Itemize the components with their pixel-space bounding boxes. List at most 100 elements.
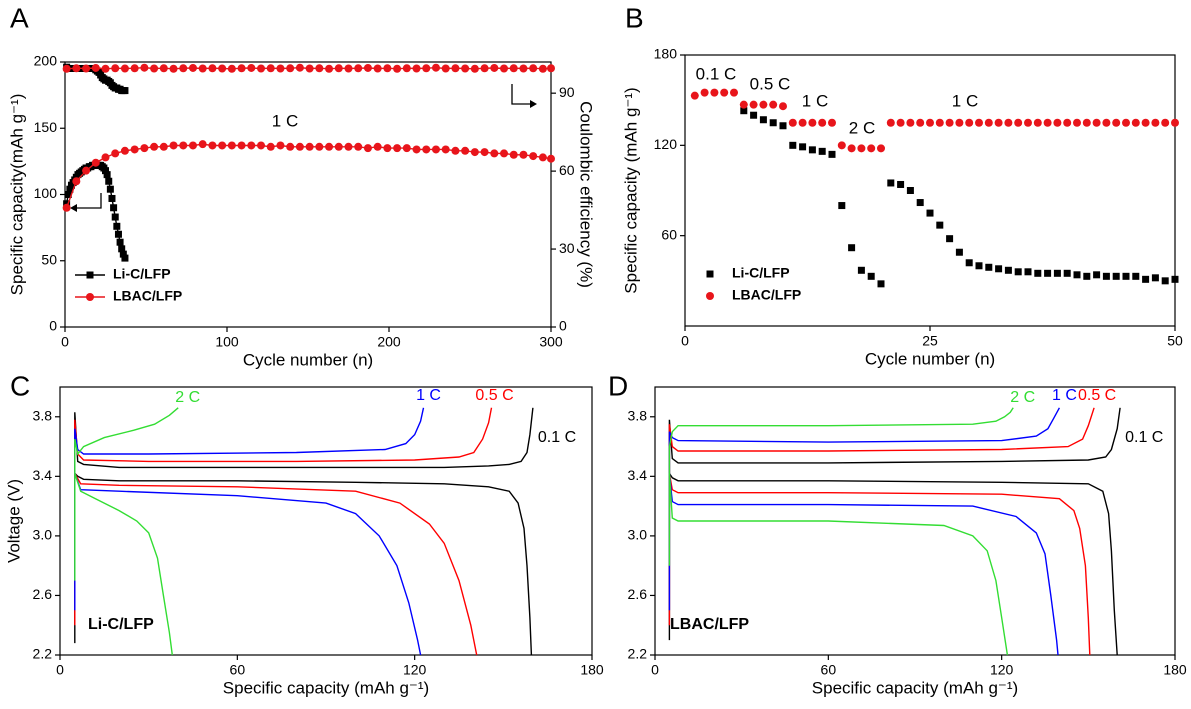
- marker: [490, 149, 499, 158]
- marker: [1014, 268, 1022, 276]
- marker: [114, 230, 122, 238]
- marker: [828, 118, 836, 127]
- y2-axis-label: Coulombic efficiency (%): [577, 101, 596, 288]
- y-tick-label: 2.6: [628, 586, 648, 602]
- marker: [237, 141, 246, 150]
- marker: [1171, 275, 1179, 283]
- marker: [276, 64, 285, 73]
- marker: [538, 64, 547, 73]
- marker: [808, 118, 817, 127]
- marker: [538, 153, 547, 162]
- marker: [402, 64, 411, 73]
- annotation: 1 C: [272, 111, 298, 130]
- marker: [1141, 118, 1150, 127]
- arrow-head: [70, 204, 77, 212]
- discharge-curve: [74, 473, 422, 656]
- legend-marker: [86, 293, 94, 301]
- marker: [198, 64, 207, 73]
- marker: [480, 64, 489, 73]
- marker: [547, 154, 555, 163]
- marker: [690, 91, 699, 100]
- annotation: 1 C: [802, 91, 828, 110]
- marker: [91, 63, 100, 72]
- marker: [121, 87, 129, 95]
- panel-letter: C: [10, 370, 30, 401]
- marker: [470, 148, 479, 157]
- marker: [857, 266, 865, 274]
- marker: [344, 142, 353, 151]
- legend-label: LBAC/LFP: [732, 287, 801, 303]
- marker: [985, 263, 993, 271]
- marker: [82, 166, 91, 175]
- marker: [66, 185, 74, 193]
- marker: [315, 64, 324, 73]
- marker: [373, 142, 382, 151]
- charge-curve: [668, 407, 1061, 611]
- marker: [334, 142, 343, 151]
- x-tick-label: 0: [61, 334, 69, 350]
- marker: [1043, 118, 1052, 127]
- discharge-curve: [668, 473, 1091, 656]
- marker: [227, 141, 236, 150]
- marker: [710, 88, 719, 97]
- x-tick-label: 60: [230, 662, 246, 678]
- marker: [799, 143, 807, 151]
- y2-tick-label: 0: [559, 318, 567, 334]
- marker: [847, 144, 856, 153]
- marker: [110, 204, 118, 212]
- annotation: 0.1 C: [696, 64, 737, 83]
- discharge-curve: [74, 473, 478, 656]
- marker: [108, 194, 116, 202]
- x-tick-label: 50: [1167, 333, 1183, 349]
- legend-label: Li-C/LFP: [113, 266, 171, 282]
- marker: [276, 141, 285, 150]
- marker: [739, 100, 748, 109]
- x-tick-label: 0: [56, 662, 64, 678]
- marker: [916, 118, 925, 127]
- series-label: 0.5 C: [475, 387, 513, 404]
- marker: [547, 64, 555, 73]
- marker: [82, 64, 91, 73]
- marker: [121, 254, 129, 262]
- marker: [1034, 269, 1042, 277]
- marker: [140, 63, 149, 72]
- y-tick-label: 3.0: [628, 527, 648, 543]
- y-axis-label: Specific capacity (mAh g⁻¹): [621, 87, 640, 293]
- marker: [1142, 275, 1150, 283]
- marker: [169, 141, 178, 150]
- legend-label: Li-C/LFP: [732, 265, 790, 281]
- marker: [946, 235, 954, 243]
- marker: [354, 142, 363, 151]
- x-axis-label: Specific capacity (mAh g⁻¹): [223, 678, 429, 697]
- marker: [1122, 118, 1130, 127]
- marker: [227, 64, 236, 73]
- y-axis-label: Voltage (V): [4, 479, 23, 563]
- x-tick-label: 300: [539, 334, 563, 350]
- marker: [848, 244, 856, 252]
- marker: [62, 64, 71, 73]
- marker: [984, 118, 993, 127]
- marker: [916, 199, 924, 207]
- x-tick-label: 180: [1163, 662, 1187, 678]
- marker: [257, 64, 266, 73]
- y-tick-label: 2.2: [628, 646, 648, 662]
- marker: [393, 144, 402, 153]
- y-axis-label: Specific capacity(mAh g⁻¹): [7, 94, 26, 296]
- marker: [926, 209, 934, 217]
- marker: [354, 64, 363, 73]
- annotation: 0.5 C: [750, 74, 791, 93]
- marker: [1073, 118, 1081, 127]
- x-tick-label: 0: [651, 662, 659, 678]
- marker: [975, 118, 983, 127]
- x-tick-label: 120: [403, 662, 427, 678]
- marker: [818, 118, 827, 127]
- marker: [1092, 118, 1101, 127]
- marker: [72, 64, 81, 73]
- marker: [769, 119, 777, 127]
- marker: [740, 107, 748, 115]
- marker: [1004, 118, 1013, 127]
- marker: [1053, 269, 1061, 277]
- plot-frame: [59, 386, 593, 656]
